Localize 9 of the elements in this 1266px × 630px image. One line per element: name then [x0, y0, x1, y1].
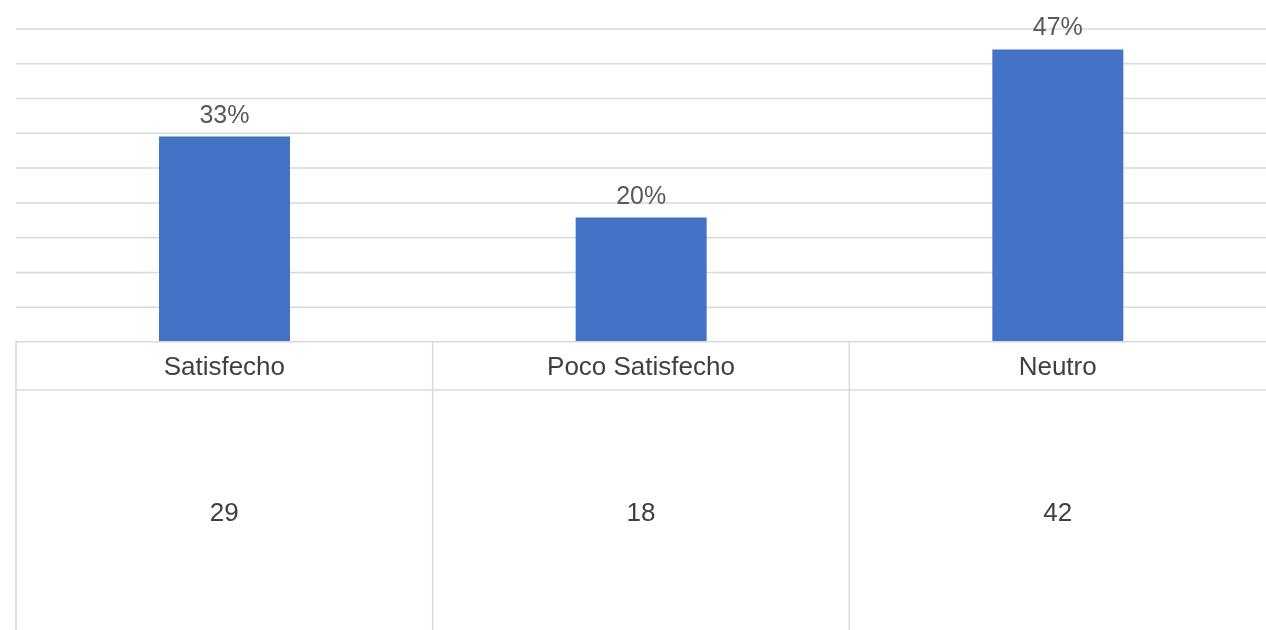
x-tick-label: Neutro	[1018, 351, 1097, 381]
data-label: 33%	[199, 99, 250, 128]
text: 29	[209, 497, 239, 527]
x-tick-label: Poco Satisfecho	[547, 351, 735, 381]
text: 18	[626, 497, 656, 527]
data-label: 20%	[616, 180, 667, 209]
x-tick-label: Satisfecho	[163, 351, 286, 381]
text: 42	[1043, 497, 1073, 527]
data-label: 47%	[1032, 12, 1083, 41]
